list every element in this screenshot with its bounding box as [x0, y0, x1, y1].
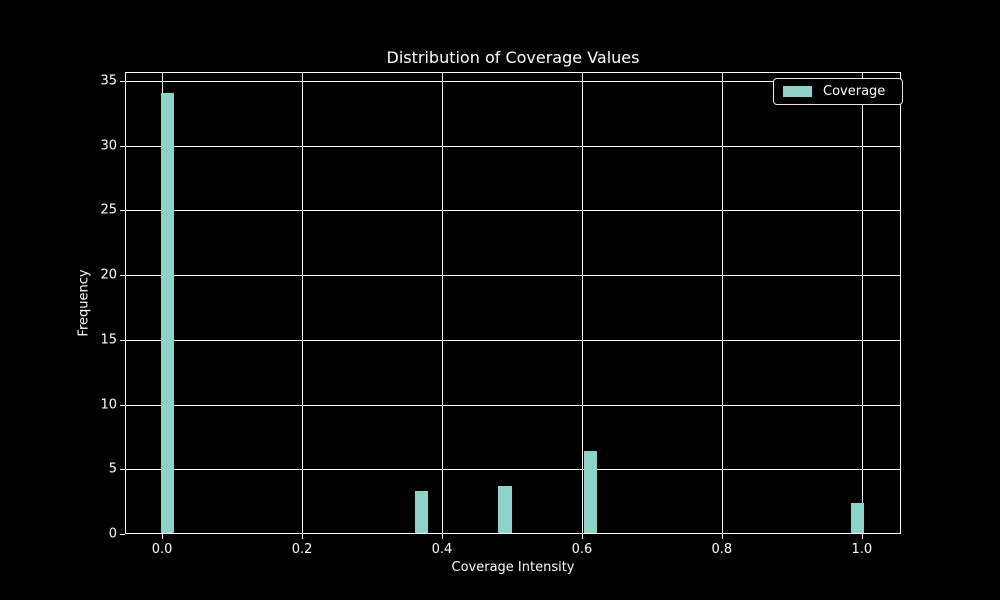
y-tick-label: 30 [100, 138, 117, 154]
y-tick-mark [120, 81, 125, 83]
y-tick-mark [120, 275, 125, 277]
x-tick-mark [721, 534, 723, 539]
x-tick-label: 0.6 [571, 542, 593, 557]
x-tick-mark [861, 534, 863, 539]
y-tick-mark [120, 339, 125, 341]
gridline [125, 81, 901, 83]
histogram-bar [583, 451, 597, 534]
legend-label: Coverage [823, 84, 886, 99]
gridline [302, 72, 304, 534]
x-tick-label: 0.0 [151, 542, 173, 557]
y-tick-mark [120, 210, 125, 212]
x-tick-mark [441, 534, 443, 539]
gridline [125, 469, 901, 471]
x-tick-label: 0.4 [431, 542, 453, 557]
y-tick-label: 35 [100, 73, 117, 89]
gridline [125, 210, 901, 212]
gridline [125, 145, 901, 147]
chart-title: Distribution of Coverage Values [386, 48, 640, 67]
histogram-bar [415, 491, 429, 534]
histogram-bar [850, 502, 865, 534]
plot-area [125, 72, 901, 534]
gridline [861, 72, 863, 534]
gridline [721, 72, 723, 534]
histogram-bar [161, 92, 175, 534]
gridline [581, 72, 583, 534]
x-tick-label: 0.2 [291, 542, 313, 557]
gridline [125, 339, 901, 341]
x-tick-label: 0.8 [711, 542, 733, 557]
y-tick-mark [120, 404, 125, 406]
gridline [125, 275, 901, 277]
y-tick-label: 0 [108, 526, 117, 542]
y-tick-mark [120, 534, 125, 535]
x-tick-mark [302, 534, 304, 539]
x-tick-mark [581, 534, 583, 539]
y-tick-label: 25 [100, 202, 117, 218]
histogram-bar [498, 486, 512, 534]
legend: Coverage [773, 78, 903, 105]
legend-swatch [783, 86, 812, 97]
y-axis-label: Frequency [76, 269, 92, 337]
x-tick-mark [162, 534, 164, 539]
y-tick-mark [120, 469, 125, 471]
gridline [125, 404, 901, 406]
y-tick-label: 20 [100, 267, 117, 283]
y-tick-label: 5 [108, 461, 117, 477]
x-tick-label: 1.0 [851, 542, 873, 557]
y-tick-mark [120, 145, 125, 147]
y-tick-label: 15 [100, 332, 117, 348]
gridline [441, 72, 443, 534]
y-tick-label: 10 [100, 397, 117, 413]
x-axis-label: Coverage Intensity [451, 560, 575, 575]
